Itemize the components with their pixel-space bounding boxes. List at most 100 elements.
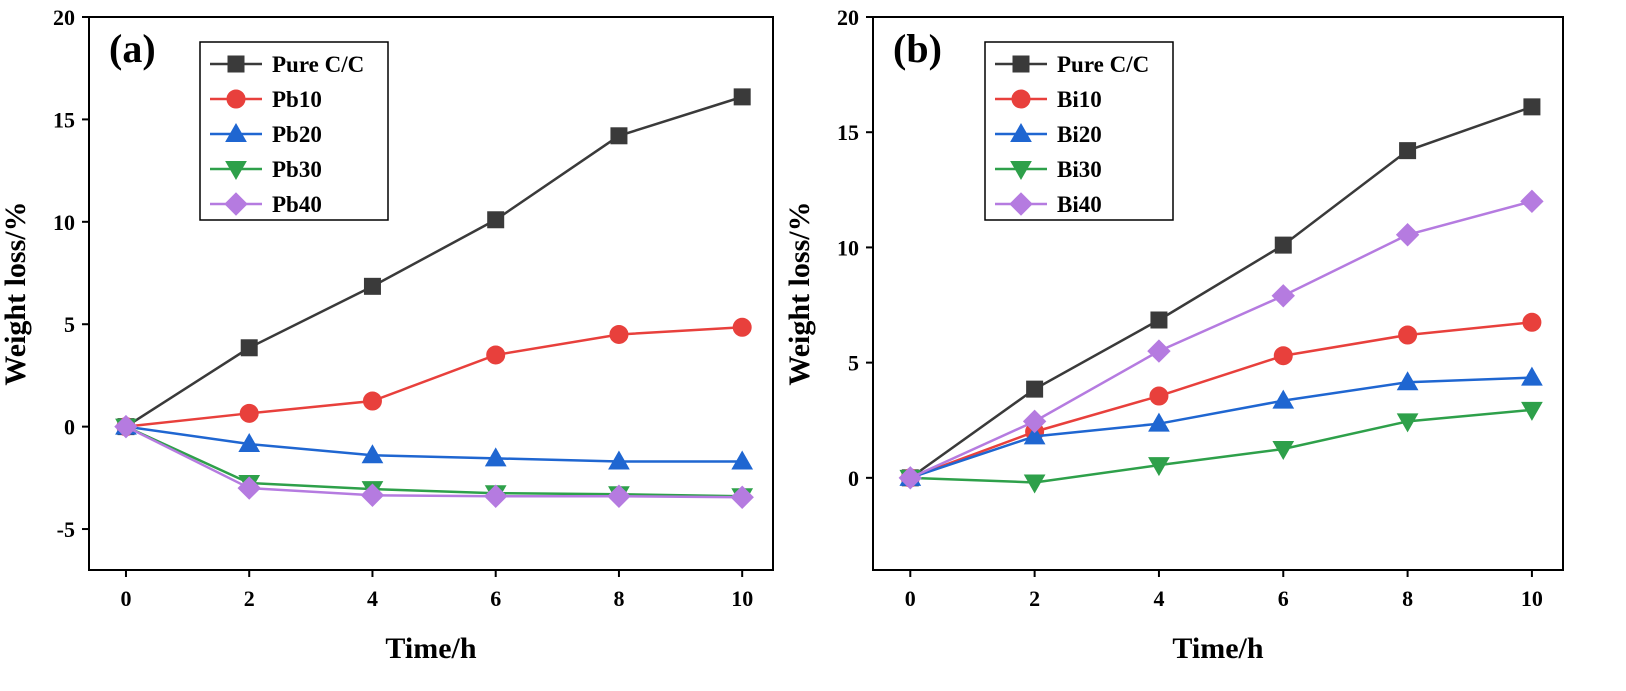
panel-a-x-tick-label: 0 <box>120 586 131 611</box>
panel-b-panel-label: (b) <box>893 26 942 71</box>
panel-b-y-tick-label: 0 <box>848 466 859 491</box>
panel-a-data-point <box>484 447 507 467</box>
panel-b-data-point <box>1395 223 1420 247</box>
panel-b-legend-marker <box>1009 192 1033 216</box>
panel-a-data-point <box>730 485 754 509</box>
panel-a-series-line <box>125 425 743 499</box>
panel-b-legend-entry: Bi10 <box>1057 87 1102 112</box>
panel-b-plot-frame <box>872 16 1564 571</box>
panel-b-x-axis-label: Time/h <box>1172 632 1263 665</box>
panel-a-x-tick-label: 8 <box>613 586 624 611</box>
panel-a-series-2 <box>116 317 752 437</box>
panel-a-legend-marker <box>224 192 248 216</box>
panel-a-x-tick-label: 2 <box>244 586 255 611</box>
panel-b-data-point <box>1520 189 1544 214</box>
panel-a-chart: 0 2 4 6 8 10 -5 0 5 10 15 20 Time/h Weight loss/% (a) P… <box>0 5 774 665</box>
panel-a-data-point <box>363 277 381 295</box>
panel-b-x-tick-label: 6 <box>1278 586 1289 611</box>
panel-a-y-tick-label: 20 <box>53 5 75 30</box>
panel-a-data-point <box>731 450 754 470</box>
panel-b-x-tick-label: 4 <box>1153 586 1164 611</box>
panel-a-y-tick-label: -5 <box>57 517 75 542</box>
panel-b-series-line <box>909 105 1533 479</box>
panel-b-data-point <box>1396 413 1419 433</box>
panel-b-data-point <box>1148 412 1170 432</box>
panel-b-data-point <box>1272 441 1295 461</box>
panel-a-series-line <box>125 425 743 463</box>
panel-a-legend-marker <box>225 122 247 142</box>
panel-b-data-point <box>1523 98 1541 116</box>
panel-b-legend-entry: Bi40 <box>1057 192 1102 217</box>
panel-b-series-line <box>910 408 1533 484</box>
panel-b-x-tick-label: 8 <box>1402 586 1413 611</box>
panel-b-legend-marker <box>1010 161 1032 181</box>
panel-a-y-tick-label: 15 <box>53 107 75 132</box>
panel-a-data-point <box>114 414 138 439</box>
panel-a-data-point <box>607 484 631 508</box>
panel-b-data-point <box>1023 425 1046 445</box>
panel-a-y-tick-label: 10 <box>53 210 75 235</box>
panel-b-legend-marker <box>1010 122 1032 142</box>
panel-b-y-axis-label: Weight loss/% <box>783 201 816 385</box>
panel-a-data-point <box>487 211 505 229</box>
panel-a-x-tick-label: 10 <box>731 586 753 611</box>
panel-a-legend-marker <box>226 89 246 109</box>
panel-a-data-point <box>486 345 506 365</box>
panel-b-legend: Pure C/C Bi10 Bi20 Bi30 Bi40 <box>984 41 1174 221</box>
panel-a-legend-entry: Pb20 <box>272 122 322 147</box>
panel-a-data-point <box>237 476 261 500</box>
panel-b-data-point <box>1271 284 1295 308</box>
panel-a-plot-frame <box>88 16 774 571</box>
panel-b-data-point <box>1521 401 1543 421</box>
panel-b-series-3 <box>899 366 1543 486</box>
panel-b-series-line <box>909 200 1533 479</box>
panel-b-legend-entry: Bi20 <box>1057 122 1102 147</box>
panel-a-legend-entry: Pb30 <box>272 157 322 182</box>
panel-b-data-point <box>1522 312 1542 332</box>
panel-b-y-tick-label: 10 <box>837 235 859 260</box>
panel-a-series-line <box>125 326 743 428</box>
panel-b-data-point <box>1147 339 1171 363</box>
panel-b-legend-marker <box>1012 55 1030 73</box>
panel-b-x-tick-label: 0 <box>905 586 916 611</box>
panel-b-data-point <box>1399 142 1417 160</box>
panel-b-legend-entry: Pure C/C <box>1057 52 1149 77</box>
panel-b-data-point <box>1023 474 1046 494</box>
panel-a-legend-marker <box>227 55 245 73</box>
panel-b-data-point <box>1149 386 1169 406</box>
panel-b-series-5 <box>898 189 1544 490</box>
panel-a-legend-marker <box>225 161 247 181</box>
panel-a-x-axis-label: Time/h <box>385 632 476 665</box>
panel-b-legend-entry: Bi30 <box>1057 157 1102 182</box>
panel-b-legend-marker <box>1011 89 1031 109</box>
panel-b-series-2 <box>900 312 1542 488</box>
panel-a-y-tick-label: 5 <box>64 312 75 337</box>
panel-b-data-point <box>1272 389 1295 409</box>
panel-a-y-axis-label: Weight loss/% <box>0 201 32 385</box>
panel-a-y-tick-label: 0 <box>64 415 75 440</box>
panel-b-data-point <box>1150 311 1168 329</box>
panel-a-panel-label: (a) <box>109 26 156 71</box>
panel-b-x-tick-label: 2 <box>1029 586 1040 611</box>
panel-a-series-line <box>125 425 743 498</box>
panel-a-data-point <box>610 127 628 145</box>
panel-a-legend-entry: Pure C/C <box>272 52 364 77</box>
panel-a-legend: Pure C/C Pb10 Pb20 Pb30 Pb40 <box>199 41 389 221</box>
panel-b-data-point <box>1273 346 1293 366</box>
panel-a-x-tick-label: 6 <box>490 586 501 611</box>
panel-b-data-point <box>1521 366 1543 386</box>
panel-b-series-line <box>909 376 1532 480</box>
panel-b-data-point <box>1398 325 1418 345</box>
panel-b-data-point <box>1396 371 1419 391</box>
panel-b-series-line <box>909 321 1533 480</box>
panel-b-data-point <box>1274 236 1292 254</box>
panel-b-data-point <box>898 466 923 490</box>
panel-b-data-point <box>1148 457 1170 477</box>
panel-a-data-point <box>360 483 385 507</box>
panel-b-y-tick-label: 20 <box>837 5 859 30</box>
panel-a-data-point <box>239 403 259 423</box>
panel-b-data-point <box>1026 380 1044 398</box>
panel-a-data-point <box>361 444 384 464</box>
panel-b-data-point <box>1022 409 1047 434</box>
